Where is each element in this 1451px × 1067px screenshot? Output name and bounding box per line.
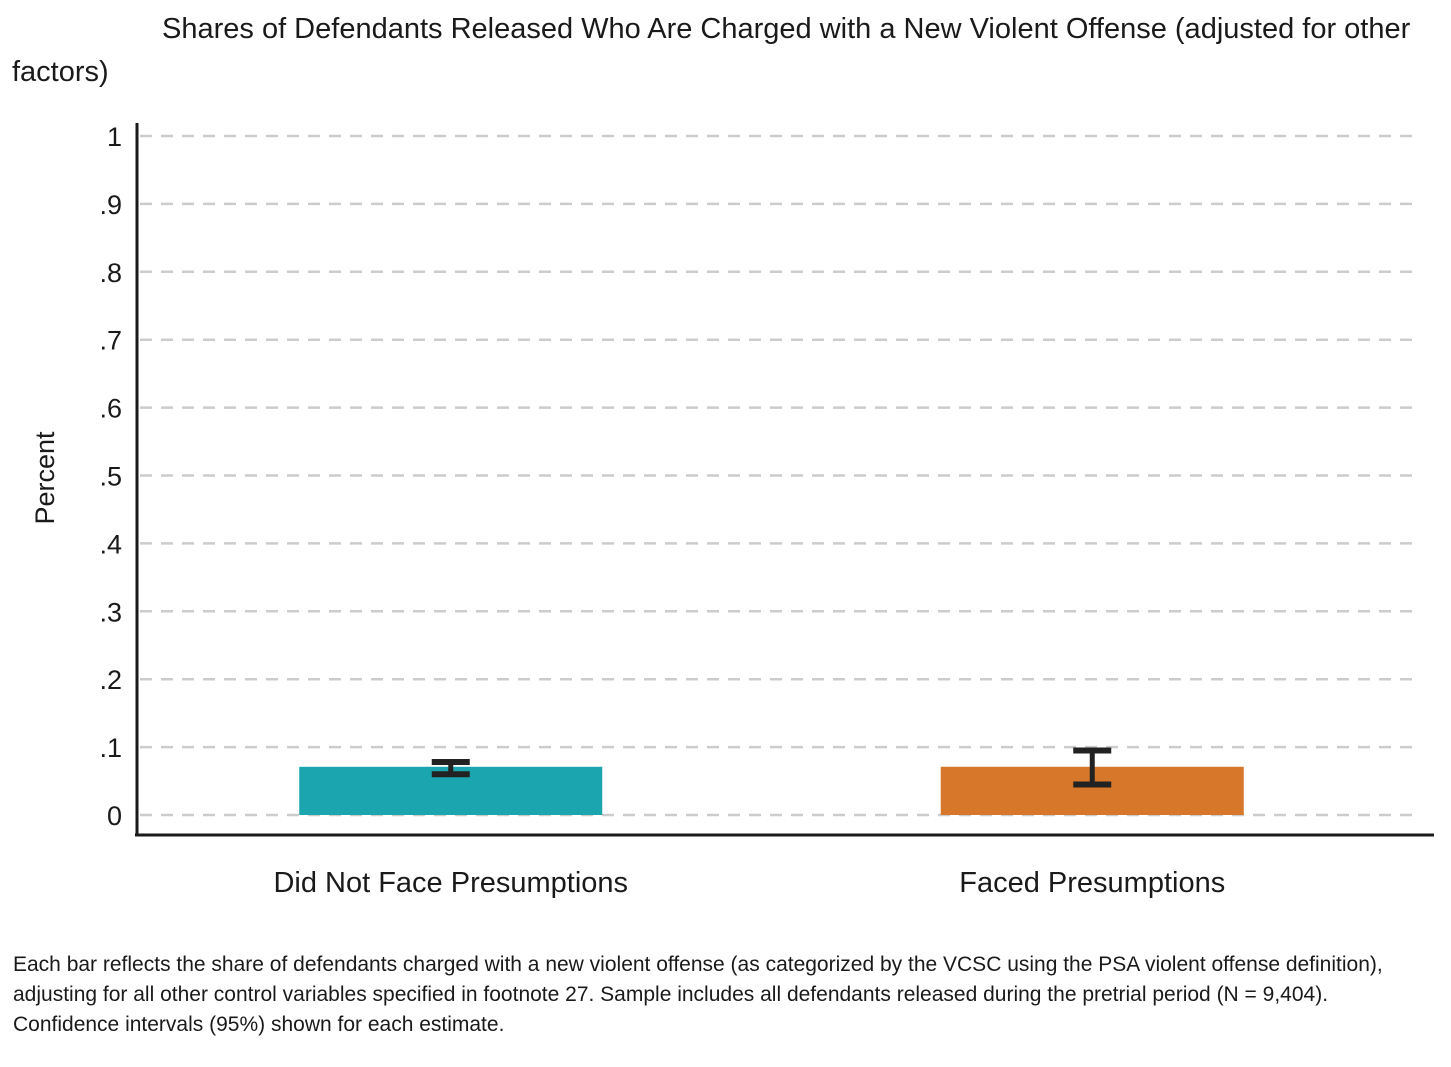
x-tick-label: Did Not Face Presumptions — [273, 867, 628, 899]
error-bar — [1073, 747, 1112, 788]
y-axis-ticks: 0 .1 .2 .3 .4 .5 .6 .7 .8 .9 1 — [99, 122, 122, 831]
y-tick-label: .8 — [99, 258, 122, 288]
y-tick-label: .7 — [99, 326, 122, 356]
chart-title: Shares of Defendants Released Who Are Ch… — [12, 13, 1411, 88]
x-tick-label: Faced Presumptions — [959, 867, 1225, 899]
y-tick-label: .2 — [99, 665, 122, 695]
error-bar — [431, 759, 470, 778]
y-tick-label: .3 — [99, 597, 122, 627]
y-tick-label: .1 — [99, 733, 122, 763]
x-axis-labels: Did Not Face Presumptions Faced Presumpti… — [273, 867, 1225, 899]
y-tick-label: .5 — [99, 462, 122, 492]
y-tick-label: .9 — [99, 190, 122, 220]
gridlines — [140, 134, 1420, 817]
chart-footnote: Each bar reflects the share of defendant… — [13, 953, 1383, 1036]
y-tick-label: 0 — [107, 801, 122, 831]
error-bars — [431, 747, 1112, 788]
y-tick-label: 1 — [107, 122, 122, 152]
bar-chart: 0 .1 .2 .3 .4 .5 .6 .7 .8 .9 1 Did Not Face Presum… — [30, 122, 1434, 899]
y-tick-label: .4 — [99, 529, 122, 559]
y-axis-label: Percent — [30, 431, 60, 525]
y-tick-label: .6 — [99, 394, 122, 424]
axes — [135, 123, 1434, 837]
